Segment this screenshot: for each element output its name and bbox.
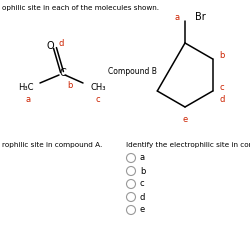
Text: a: a (174, 14, 180, 22)
Text: Compound B: Compound B (108, 68, 157, 76)
Text: d: d (58, 40, 64, 48)
Text: a: a (140, 154, 145, 162)
Text: e: e (182, 114, 188, 124)
Text: c: c (140, 180, 144, 188)
Text: d: d (220, 94, 225, 104)
Text: c: c (220, 84, 224, 92)
Text: e: e (140, 206, 145, 214)
Text: Br: Br (195, 12, 206, 22)
Text: c: c (96, 96, 100, 104)
Text: Identify the electrophilic site in compoun: Identify the electrophilic site in compo… (126, 142, 250, 148)
Text: H₃C: H₃C (18, 84, 34, 92)
Text: b: b (220, 52, 225, 60)
Text: rophilic site in compound A.: rophilic site in compound A. (2, 142, 102, 148)
Text: O: O (46, 41, 54, 51)
Text: d: d (140, 192, 145, 202)
Text: a: a (26, 96, 30, 104)
Text: b: b (140, 166, 145, 175)
Text: C: C (60, 68, 66, 78)
Text: ophilic site in each of the molecules shown.: ophilic site in each of the molecules sh… (2, 5, 159, 11)
Text: b: b (67, 82, 73, 90)
Text: CH₃: CH₃ (90, 84, 106, 92)
